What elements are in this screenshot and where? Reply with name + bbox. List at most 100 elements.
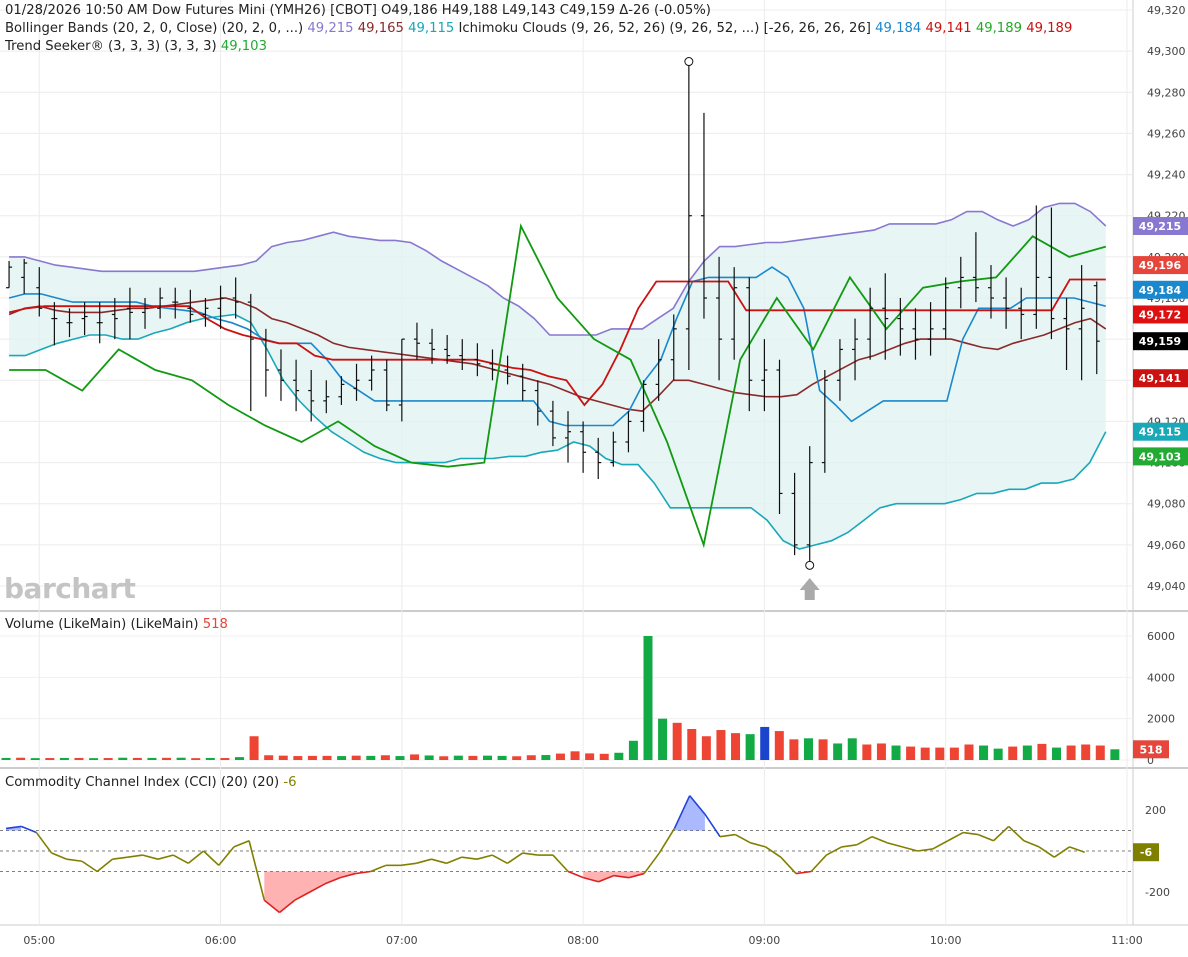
cci-segment xyxy=(96,858,113,873)
cci-segment xyxy=(978,833,994,842)
cci-segment xyxy=(157,854,174,860)
price-pill-label: 49,115 xyxy=(1139,426,1181,439)
cci-segment xyxy=(689,795,706,815)
volume-bar xyxy=(132,757,142,760)
time-tick-label: 07:00 xyxy=(386,934,418,947)
cci-segment xyxy=(66,858,83,863)
cci-segment xyxy=(506,852,524,864)
session-high-marker xyxy=(684,57,694,67)
volume-bar xyxy=(293,756,303,760)
price-tick-label: 49,300 xyxy=(1147,45,1186,58)
volume-bar xyxy=(191,758,201,760)
cci-label: Commodity Channel Index (CCI) (20) (20) xyxy=(5,775,280,790)
price-pill-label: 49,172 xyxy=(1139,308,1181,321)
cci-segment xyxy=(202,850,220,866)
ichimoku-value-1: 49,184 xyxy=(875,21,922,36)
cci-segment xyxy=(583,876,599,883)
volume-bar xyxy=(483,755,493,760)
cci-header: Commodity Channel Index (CCI) (20) (20) … xyxy=(5,774,297,791)
cci-segment xyxy=(658,828,676,854)
cci-segment xyxy=(871,835,888,844)
cci-segment xyxy=(795,870,812,875)
price-panel xyxy=(6,57,1107,600)
cci-segment xyxy=(340,872,356,879)
cci-segment xyxy=(400,862,417,867)
cci-segment xyxy=(294,891,311,901)
volume-bar xyxy=(468,755,478,760)
price-pill xyxy=(1133,422,1188,441)
price-pill-label: 49,196 xyxy=(1139,259,1182,272)
time-tick-label: 09:00 xyxy=(749,934,781,947)
cci-segment xyxy=(35,832,53,854)
cci-segment xyxy=(947,831,964,842)
arrow-up-icon xyxy=(799,578,820,600)
price-pill xyxy=(1133,280,1188,299)
volume-bar xyxy=(599,753,609,760)
volume-bar xyxy=(439,756,449,760)
price-pill-label: 49,159 xyxy=(1139,335,1181,348)
cci-segment xyxy=(522,852,538,856)
bb-label: Bollinger Bands (20, 2, 0, Close) (20, 2… xyxy=(5,21,304,36)
price-pill-label: 49,103 xyxy=(1139,450,1181,463)
volume-bar xyxy=(920,747,930,760)
ichimoku-kijun-line xyxy=(8,278,1106,407)
cci-oversold-fill xyxy=(264,871,796,913)
volume-bar xyxy=(497,755,507,760)
volume-bar xyxy=(1095,745,1105,760)
cci-segment xyxy=(309,883,326,893)
price-pill xyxy=(1133,447,1188,466)
bollinger-upper-line xyxy=(9,202,1107,336)
volume-bar xyxy=(59,757,69,760)
volume-bar xyxy=(818,739,828,760)
ichimoku-tenkan-line xyxy=(8,266,1106,427)
price-pill-label: 49,141 xyxy=(1139,372,1181,385)
cci-segment xyxy=(932,840,949,850)
volume-bar xyxy=(176,757,186,760)
price-tick-label: 49,260 xyxy=(1147,127,1186,140)
cci-segment xyxy=(856,835,873,846)
volume-bar xyxy=(701,736,711,760)
cci-segment xyxy=(127,854,143,858)
volume-bar xyxy=(1,757,11,760)
volume-bar xyxy=(220,758,230,760)
price-tick-label: 49,040 xyxy=(1147,580,1186,593)
cci-segment xyxy=(917,848,933,852)
cci-segment xyxy=(552,854,569,873)
volume-bar xyxy=(366,755,376,760)
cci-value: -6 xyxy=(283,775,297,790)
volume-bar xyxy=(103,758,113,760)
cci-segment xyxy=(992,825,1010,842)
ichimoku-value-3: 49,189 xyxy=(975,21,1022,36)
volume-bar xyxy=(833,743,843,760)
cci-segment xyxy=(1008,825,1025,842)
cci-segment xyxy=(810,854,827,873)
volume-bar xyxy=(672,722,682,760)
volume-bar xyxy=(249,736,259,760)
volume-bar xyxy=(585,753,595,760)
cci-tick-label: 200 xyxy=(1145,804,1166,817)
volume-bar xyxy=(731,733,741,760)
volume-bar xyxy=(891,745,901,760)
price-pill-label: 49,184 xyxy=(1139,284,1182,297)
time-tick-label: 10:00 xyxy=(930,934,962,947)
volume-bar xyxy=(760,726,770,760)
volume-bar xyxy=(45,758,55,760)
price-pills: 49,215 49,196 49,184 49,172 49,159 49,141 49,1… xyxy=(1133,217,1188,862)
volume-bar xyxy=(774,731,784,760)
volume-bar xyxy=(716,730,726,760)
cci-segment xyxy=(719,833,736,838)
cci-segment xyxy=(81,860,98,873)
cci-segment xyxy=(446,856,463,865)
time-tick-label: 05:00 xyxy=(23,934,55,947)
volume-bar xyxy=(147,757,157,760)
cci-segment xyxy=(263,899,280,914)
time-tick-label: 06:00 xyxy=(205,934,237,947)
volume-bar xyxy=(643,636,653,760)
cci-segment xyxy=(355,870,371,875)
volume-label: Volume (LikeMain) (LikeMain) xyxy=(5,617,199,632)
volume-header: Volume (LikeMain) (LikeMain) 518 xyxy=(5,616,228,633)
volume-bar xyxy=(74,757,84,760)
volume-bar xyxy=(1052,747,1062,760)
